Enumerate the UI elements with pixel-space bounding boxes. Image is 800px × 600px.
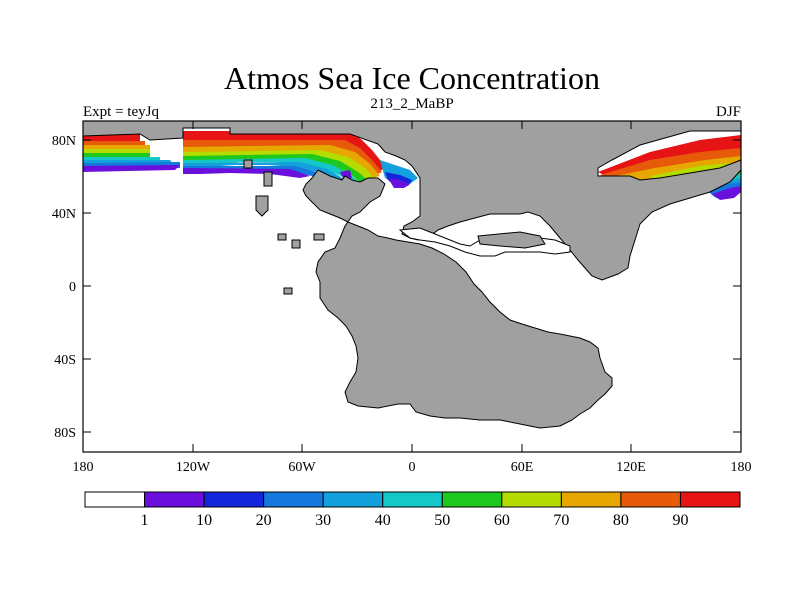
- land-island-6: [277, 233, 287, 241]
- y-tick-label: 80S: [54, 426, 76, 441]
- x-tick-labels: 180 120W 60W 0 60E 120E 180: [73, 460, 752, 475]
- map-panel: 80N 40N 0 40S 80S 180 120W 60W 0 60E: [52, 120, 752, 475]
- experiment-label: Expt = teyJq: [83, 104, 159, 120]
- land-island-1: [255, 195, 269, 217]
- colorbar-swatch: [501, 491, 562, 508]
- land-arctic-north-america: [82, 120, 742, 281]
- x-tick-label: 60W: [288, 460, 316, 475]
- colorbar-swatch: [203, 491, 265, 508]
- x-axis: [82, 121, 742, 452]
- colorbar-swatch: [84, 491, 146, 508]
- sea-ice-arctic-band: [183, 131, 418, 191]
- colorbar-swatch: [620, 491, 681, 508]
- y-tick-labels: 80N 40N 0 40S 80S: [52, 134, 76, 441]
- colorbar-swatch: [144, 491, 205, 508]
- colorbar-label: 60: [494, 512, 510, 529]
- x-tick-label: 120W: [176, 460, 211, 475]
- land-island-3: [243, 159, 253, 169]
- land-island-5: [291, 239, 301, 249]
- land-island-7: [313, 233, 325, 241]
- colorbar-label: 90: [672, 512, 688, 529]
- colorbar-swatch: [322, 491, 384, 508]
- colorbar-label: 80: [613, 512, 629, 529]
- colorbar-swatch: [560, 491, 622, 508]
- land-island-4: [283, 287, 293, 295]
- y-axis: [83, 139, 741, 433]
- y-tick-label: 40S: [54, 353, 76, 368]
- y-tick-label: 0: [69, 280, 76, 295]
- sea-ice-pacific-west: [83, 131, 180, 172]
- x-tick-label: 60E: [511, 460, 534, 475]
- colorbar-label: 20: [256, 512, 272, 529]
- x-tick-label: 180: [73, 460, 94, 475]
- season-label: DJF: [716, 104, 741, 120]
- land-island-8: [477, 231, 546, 249]
- x-tick-label: 0: [409, 460, 416, 475]
- colorbar-swatch: [441, 491, 503, 508]
- x-tick-label: 120E: [616, 460, 646, 475]
- colorbar-label: 40: [375, 512, 391, 529]
- y-tick-label: 80N: [52, 134, 76, 149]
- y-tick-label: 40N: [52, 207, 76, 222]
- map-title: Atmos Sea Ice Concentration: [224, 60, 600, 96]
- colorbar-label: 50: [434, 512, 450, 529]
- colorbar-label: 30: [315, 512, 331, 529]
- colorbar-label: 10: [196, 512, 212, 529]
- colorbar-label: 70: [553, 512, 569, 529]
- land-island-2: [263, 171, 273, 187]
- land-north-america: [302, 169, 613, 429]
- colorbar-label: 1: [141, 512, 149, 529]
- colorbar-swatch: [679, 491, 741, 508]
- land-masses: [82, 120, 742, 429]
- colorbar: 1 10 20 30 40 50 60 70 80 90: [84, 491, 741, 529]
- timeslice-label: 213_2_MaBP: [370, 96, 453, 112]
- colorbar-swatch: [263, 491, 324, 508]
- x-tick-label: 180: [731, 460, 752, 475]
- colorbar-swatch: [382, 491, 443, 508]
